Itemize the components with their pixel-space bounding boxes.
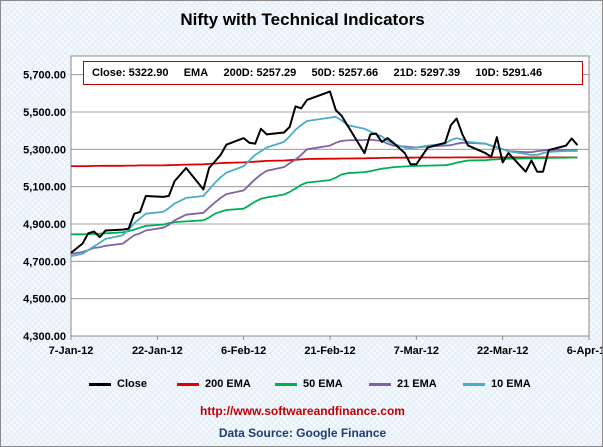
x-tick-label: 6-Feb-12 [221,345,266,357]
stat-ema-label: EMA [183,67,209,79]
legend-swatch-200ema [177,382,199,386]
legend-label-close: Close [117,378,147,390]
y-tick-label: 5,100.00 [23,182,66,194]
series-line-200-ema [71,156,578,168]
stat-50d: 50D: 5257.66 [311,67,379,79]
y-tick-label: 4,500.00 [23,294,66,306]
x-axis-ticks: 7-Jan-12 22-Jan-12 6-Feb-12 21-Feb-12 7-Mar-… [49,336,602,357]
legend-label-50ema: 50 EMA [303,378,343,390]
legend-label-200ema: 200 EMA [205,378,251,390]
website-link[interactable]: http://www.softwareandfinance.com [200,404,405,418]
x-tick-label: 7-Mar-12 [394,345,439,357]
legend-swatch-50ema [275,382,297,386]
legend-item-50ema: 50 EMA [275,378,343,390]
y-tick-label: 4,300.00 [23,331,66,343]
y-tick-label: 4,900.00 [23,219,66,231]
series-line-close [70,90,579,254]
x-tick-label: 22-Mar-12 [477,345,528,357]
series-line-50-ema [71,156,578,236]
x-tick-label: 22-Jan-12 [132,345,183,357]
data-source: Data Source: Google Finance [218,426,387,440]
series-layer [70,90,579,257]
stat-200d: 200D: 5257.29 [223,67,297,79]
stat-close: Close: 5322.90 [92,67,169,79]
legend-label-21ema: 21 EMA [397,378,437,390]
y-tick-label: 5,300.00 [23,144,66,156]
series-line-10-ema [70,115,578,257]
x-tick-label: 21-Feb-12 [304,345,355,357]
legend-swatch-21ema [369,382,391,386]
y-tick-label: 5,500.00 [23,107,66,119]
x-tick-label: 6-Apr-12 [567,345,602,357]
legend-item-21ema: 21 EMA [369,378,437,390]
y-axis-ticks: 4,300.00 4,500.00 4,700.00 4,900.00 5,100.00… [23,70,66,343]
y-tick-label: 5,700.00 [23,70,66,82]
y-tick-label: 4,700.00 [23,256,66,268]
legend-item-200ema: 200 EMA [177,378,251,390]
legend-item-10ema: 10 EMA [463,378,531,390]
chart-title: Nifty with Technical Indicators [180,10,425,29]
legend-item-close: Close [89,378,147,390]
legend-swatch-close [89,382,111,386]
legend-label-10ema: 10 EMA [491,378,531,390]
stat-10d: 10D: 5291.46 [475,67,543,79]
legend-swatch-10ema [463,382,485,386]
x-tick-label: 7-Jan-12 [49,345,94,357]
stat-21d: 21D: 5297.39 [393,67,461,79]
stats-box: Close: 5322.90 EMA 200D: 5257.29 50D: 52… [83,61,583,85]
